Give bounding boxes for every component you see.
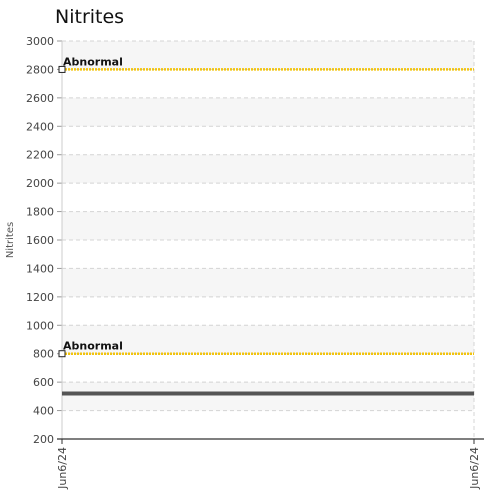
plot-band (62, 325, 474, 354)
chart-title: Nitrites (55, 6, 125, 28)
plot-band (62, 211, 474, 240)
plot-band (62, 41, 474, 70)
y-axis-label: Nitrites (5, 222, 16, 258)
reference-lines: Abnormal Abnormal (58, 55, 474, 358)
y-tick-label: 2400 (26, 120, 54, 133)
y-tick-label: 2000 (26, 177, 54, 190)
y-tick-label: 800 (33, 348, 54, 361)
y-tick-label: 400 (33, 405, 54, 418)
y-tick-label: 200 (33, 433, 54, 446)
y-tick-label: 3000 (26, 35, 54, 48)
y-tick-label: 2800 (26, 63, 54, 76)
plot-band (62, 268, 474, 297)
plot-band (62, 97, 474, 127)
y-tick-label: 1200 (26, 291, 54, 304)
y-tick-label: 1800 (26, 206, 54, 219)
y-tick-label: 2200 (26, 149, 54, 162)
reference-marker (58, 65, 66, 73)
x-tick-label: Jun6/24 (468, 447, 481, 490)
y-tick-label: 1600 (26, 234, 54, 247)
y-tick-label: 1000 (26, 319, 54, 332)
reference-label: Abnormal (63, 340, 123, 353)
reference-marker (58, 350, 66, 358)
plot-bands (62, 41, 474, 411)
axis-labels: 200 400 600 800 1000 1200 1400 1600 1800 2000 2200… (5, 35, 481, 490)
reference-label: Abnormal (63, 55, 123, 68)
y-tick-label: 600 (33, 376, 54, 389)
y-tick-label: 2600 (26, 92, 54, 105)
y-tick-label: 1400 (26, 262, 54, 275)
x-tick-label: Jun6/24 (56, 447, 69, 490)
plot-band (62, 382, 474, 411)
plot-band (62, 154, 474, 184)
plot-axes (57, 40, 484, 444)
